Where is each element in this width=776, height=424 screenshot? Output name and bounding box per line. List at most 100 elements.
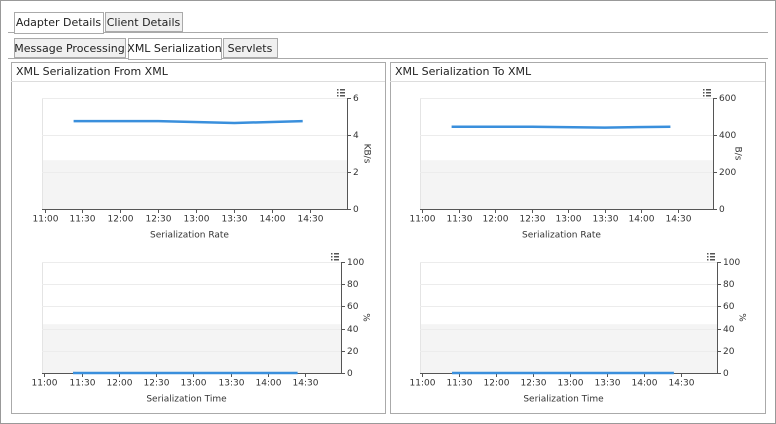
- y-tick-label: 40: [723, 325, 735, 335]
- x-tick-label: 12:30: [520, 215, 546, 225]
- x-tick-label: 11:00: [32, 379, 58, 389]
- menu-icon-bar: [334, 256, 339, 258]
- y-tick-label: 100: [347, 258, 364, 268]
- menu-icon-dot: [331, 256, 333, 258]
- x-tick-label: 13:30: [219, 379, 245, 389]
- x-tick-label: 12:00: [483, 215, 509, 225]
- x-tick-label: 14:00: [256, 379, 282, 389]
- y-tick-label: 200: [719, 168, 736, 178]
- x-tick-label: 13:00: [556, 215, 582, 225]
- y-tick-label: 2: [353, 168, 359, 178]
- x-tick-label: 11:30: [447, 215, 473, 225]
- x-tick-label: 12:00: [107, 379, 133, 389]
- y-tick-label: 40: [347, 325, 359, 335]
- tab-label[interactable]: Adapter Details: [16, 16, 102, 29]
- menu-icon-bar: [340, 92, 345, 94]
- x-axis-label: Serialization Time: [523, 395, 604, 405]
- panel-title: XML Serialization From XML: [16, 65, 169, 78]
- menu-icon-dot: [331, 253, 333, 255]
- subtab[interactable]: [14, 38, 126, 58]
- y-tick-label: 0: [723, 369, 729, 379]
- x-tick-label: 11:00: [33, 215, 59, 225]
- x-tick-label: 13:00: [558, 379, 584, 389]
- x-tick-label: 14:00: [260, 215, 286, 225]
- y-tick-label: 80: [347, 280, 359, 290]
- menu-icon-dot: [703, 95, 705, 97]
- y-tick-label: 80: [723, 280, 735, 290]
- menu-icon-bar: [340, 89, 345, 91]
- tab[interactable]: [105, 12, 183, 32]
- y-tick-label: 600: [719, 94, 736, 104]
- series-line: [73, 119, 303, 125]
- x-axis-label: Serialization Time: [146, 395, 227, 405]
- menu-icon-dot: [331, 259, 333, 261]
- y-tick-label: 60: [723, 302, 735, 312]
- y-axis-label: B/s: [733, 147, 743, 161]
- menu-icon-bar: [706, 92, 711, 94]
- x-tick-label: 13:00: [181, 379, 207, 389]
- subtab-label[interactable]: Servlets: [228, 42, 273, 55]
- menu-icon-dot: [707, 253, 709, 255]
- menu-icon-dot: [703, 89, 705, 91]
- plot-band: [420, 160, 713, 209]
- x-tick-label: 14:00: [629, 215, 655, 225]
- y-tick-label: 20: [723, 347, 735, 357]
- panel-title: XML Serialization To XML: [395, 65, 532, 78]
- x-tick-label: 14:30: [669, 379, 695, 389]
- menu-icon-dot: [707, 256, 709, 258]
- menu-icon-bar: [334, 259, 339, 261]
- menu-icon-bar: [706, 89, 711, 91]
- x-tick-label: 11:00: [410, 215, 436, 225]
- x-tick-label: 12:00: [108, 215, 134, 225]
- subtab[interactable]: [128, 38, 222, 60]
- x-tick-label: 12:00: [484, 379, 510, 389]
- x-tick-label: 13:00: [184, 215, 210, 225]
- menu-icon-bar: [710, 256, 715, 258]
- menu-icon-bar: [340, 95, 345, 97]
- plot-band: [42, 324, 341, 373]
- y-tick-label: 60: [347, 302, 359, 312]
- y-tick-label: 4: [353, 131, 359, 141]
- x-tick-label: 12:30: [144, 379, 170, 389]
- y-tick-label: 0: [353, 205, 359, 215]
- y-tick-label: 400: [719, 131, 736, 141]
- menu-icon-dot: [337, 92, 339, 94]
- plot-band: [42, 160, 347, 209]
- x-tick-label: 11:00: [410, 379, 436, 389]
- y-tick-label: 0: [719, 205, 725, 215]
- x-tick-label: 14:30: [298, 215, 324, 225]
- menu-icon-dot: [707, 259, 709, 261]
- menu-icon-dot: [337, 95, 339, 97]
- y-axis-label: %: [361, 313, 371, 322]
- x-tick-label: 12:30: [521, 379, 547, 389]
- x-tick-label: 13:30: [222, 215, 248, 225]
- menu-icon-bar: [334, 253, 339, 255]
- subtab-label[interactable]: XML Serialization: [127, 42, 221, 55]
- menu-icon-dot: [337, 89, 339, 91]
- y-tick-label: 0: [347, 369, 353, 379]
- subtab-label[interactable]: Message Processing: [14, 42, 124, 55]
- x-tick-label: 11:30: [70, 379, 96, 389]
- tab[interactable]: [14, 12, 104, 34]
- x-tick-label: 13:30: [593, 215, 619, 225]
- x-tick-label: 12:30: [146, 215, 172, 225]
- x-tick-label: 11:30: [70, 215, 96, 225]
- x-tick-label: 14:00: [632, 379, 658, 389]
- y-tick-label: 100: [723, 258, 740, 268]
- menu-icon-bar: [710, 259, 715, 261]
- y-tick-label: 6: [353, 94, 359, 104]
- y-axis-label: %: [737, 313, 747, 322]
- x-tick-label: 11:30: [447, 379, 473, 389]
- x-tick-label: 14:30: [293, 379, 319, 389]
- tab-label[interactable]: Client Details: [107, 16, 181, 29]
- plot-band: [420, 324, 717, 373]
- subtab[interactable]: [223, 38, 278, 58]
- x-tick-label: 13:30: [595, 379, 621, 389]
- y-tick-label: 20: [347, 347, 359, 357]
- y-axis-label: KB/s: [362, 144, 372, 164]
- menu-icon-bar: [706, 95, 711, 97]
- x-axis-label: Serialization Rate: [522, 231, 601, 241]
- x-axis-label: Serialization Rate: [150, 231, 229, 241]
- x-tick-label: 14:30: [666, 215, 692, 225]
